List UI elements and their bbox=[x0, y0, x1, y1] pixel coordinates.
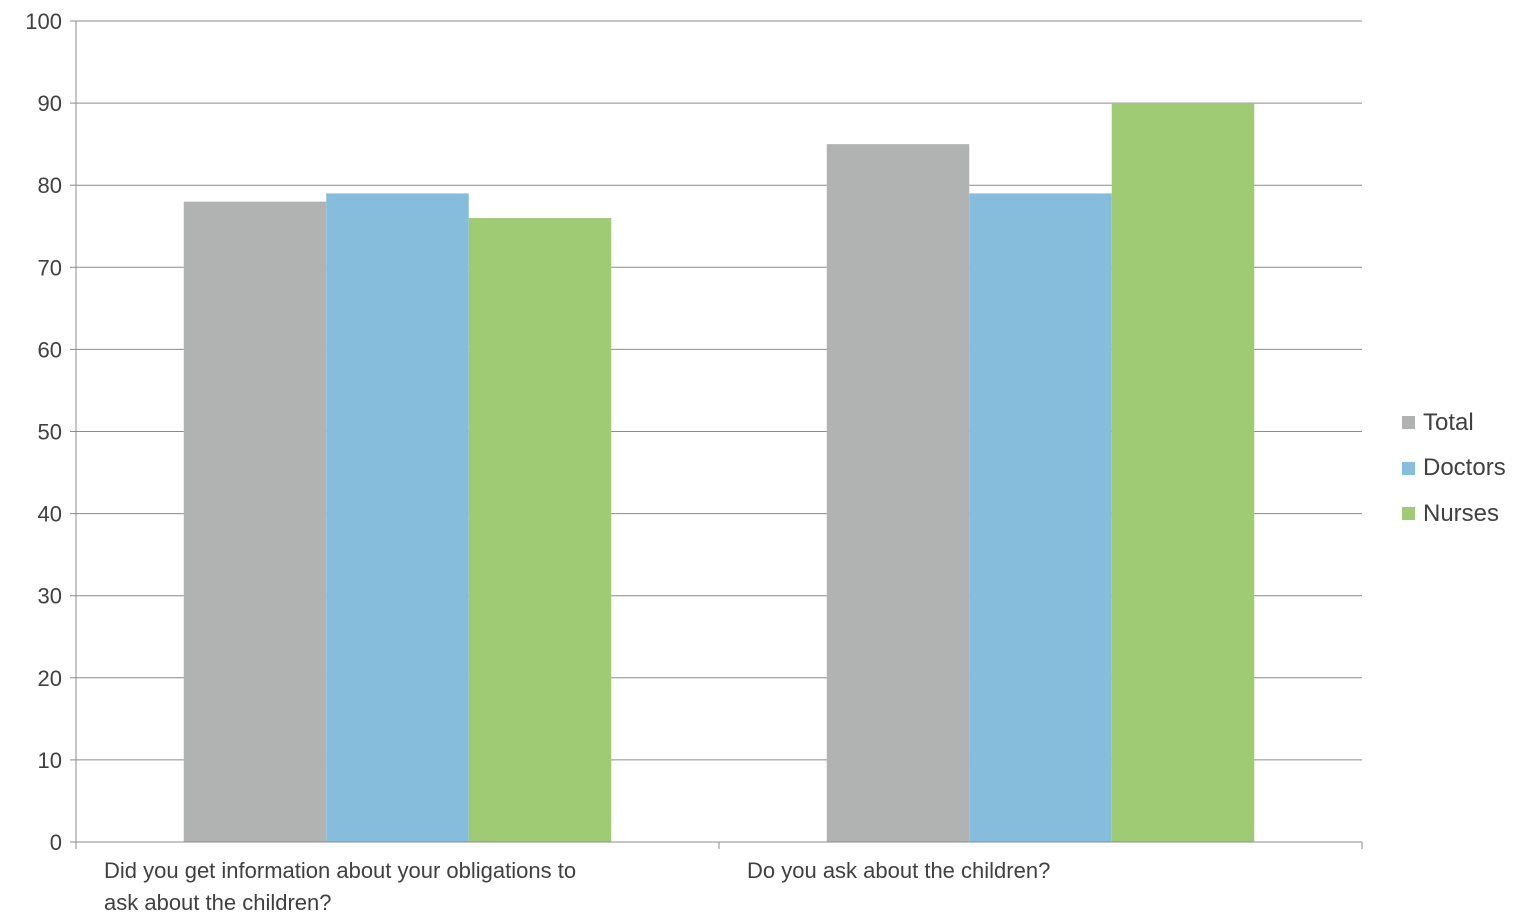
bar-doctors-2 bbox=[969, 193, 1112, 842]
legend-label-doctors: Doctors bbox=[1423, 454, 1506, 482]
y-tick-label: 50 bbox=[38, 420, 62, 445]
legend-swatch-nurses bbox=[1402, 507, 1415, 521]
bars bbox=[183, 103, 1255, 843]
bar-doctors-1 bbox=[326, 193, 469, 842]
y-tick-label: 60 bbox=[38, 337, 62, 362]
legend-item-total: Total bbox=[1402, 400, 1506, 446]
y-tick-label: 100 bbox=[25, 9, 62, 34]
bar-total-1 bbox=[183, 201, 327, 842]
y-tick-label: 40 bbox=[38, 502, 62, 527]
bar-nurses-1 bbox=[468, 218, 612, 843]
x-category-label: Do you ask about the children? bbox=[747, 855, 1050, 887]
x-category-label-line: Do you ask about the children? bbox=[747, 858, 1051, 883]
y-tick-label: 10 bbox=[38, 748, 62, 773]
y-axis-ticks: 0 10 20 30 40 50 60 70 80 90 100 bbox=[25, 9, 76, 855]
y-tick-label: 70 bbox=[38, 255, 62, 280]
legend: Total Doctors Nurses bbox=[1402, 400, 1506, 537]
y-tick-label: 90 bbox=[38, 91, 62, 116]
x-category-label-line: Did you get information about your oblig… bbox=[104, 858, 577, 883]
legend-item-doctors: Doctors bbox=[1402, 446, 1506, 492]
legend-label-total: Total bbox=[1423, 408, 1474, 436]
legend-swatch-doctors bbox=[1402, 461, 1415, 475]
bar-nurses-2 bbox=[1111, 103, 1255, 843]
y-tick-label: 0 bbox=[50, 830, 62, 855]
y-tick-label: 20 bbox=[38, 666, 62, 691]
bar-total-2 bbox=[826, 144, 970, 842]
y-tick-label: 30 bbox=[38, 584, 62, 609]
x-category-label: Did you get information about your oblig… bbox=[104, 855, 576, 919]
legend-label-nurses: Nurses bbox=[1423, 499, 1500, 527]
legend-item-nurses: Nurses bbox=[1402, 491, 1506, 537]
y-tick-label: 80 bbox=[38, 173, 62, 198]
legend-swatch-total bbox=[1402, 416, 1415, 430]
x-category-label-line: ask about the children? bbox=[104, 890, 332, 915]
